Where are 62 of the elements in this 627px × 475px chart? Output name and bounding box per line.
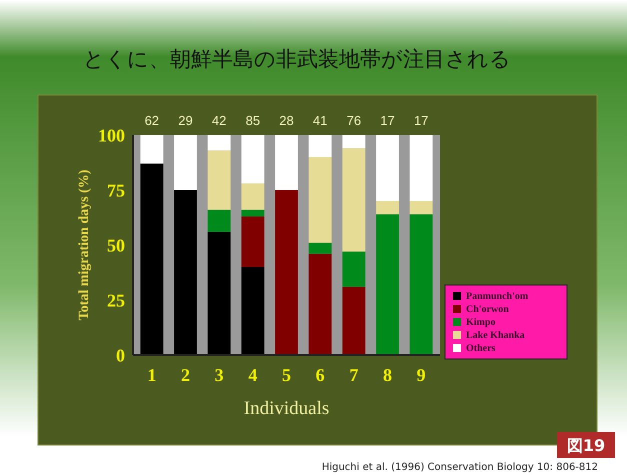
x-tick-label: 8 — [383, 365, 392, 385]
text: 29 — [178, 113, 193, 128]
bar — [410, 201, 433, 214]
bar — [342, 148, 366, 252]
bar — [241, 216, 264, 267]
bar — [376, 201, 399, 214]
text: 85 — [246, 113, 260, 128]
x-tick-label: 6 — [316, 365, 325, 385]
legend-label: Panmunch'om — [466, 291, 529, 302]
bar — [308, 157, 332, 243]
bar — [275, 135, 298, 190]
caption: 図19 — [566, 436, 606, 455]
x-tick-label: 9 — [416, 365, 426, 385]
chart-title: とくに、朝鮮半島の非武装地帯が注目される — [83, 47, 511, 71]
bar — [140, 135, 164, 164]
bar — [208, 135, 231, 150]
bar — [410, 214, 433, 355]
bar — [342, 286, 366, 355]
y-axis-title: Total migration days (%) — [77, 169, 92, 320]
legend-label: Ch'orwon — [466, 304, 510, 315]
legend-label: Lake Khanka — [466, 330, 525, 341]
text: 42 — [212, 113, 226, 128]
bar — [376, 135, 399, 201]
bar — [241, 210, 264, 216]
bar — [342, 252, 366, 287]
bar — [376, 214, 399, 355]
x-axis-title: Individuals — [244, 398, 330, 419]
x-tick-label: 4 — [248, 365, 258, 385]
legend-label: Others — [466, 343, 496, 354]
text: Higuchi et al. (1996) Conservation Biology 10: 806-812 — [322, 462, 598, 473]
x-tick-label: 7 — [349, 365, 358, 385]
text: 17 — [380, 113, 395, 128]
x-tick-label: 3 — [214, 365, 224, 385]
y-tick-label: 25 — [107, 290, 125, 310]
bar — [174, 190, 197, 355]
text: 62 — [144, 113, 160, 128]
bar — [241, 135, 264, 184]
text: 76 — [346, 113, 362, 128]
text: 17 — [414, 113, 428, 128]
text: 28 — [279, 113, 294, 128]
bar — [208, 210, 231, 232]
bar — [410, 135, 433, 201]
bar — [241, 267, 264, 355]
x-tick-label: 2 — [180, 365, 190, 385]
bar — [208, 232, 231, 355]
y-tick-label: 75 — [107, 180, 125, 200]
y-tick-label: 100 — [98, 125, 125, 146]
bar — [342, 135, 366, 148]
text: 41 — [312, 113, 328, 128]
legend-label: Kimpo — [466, 317, 496, 328]
bar — [208, 150, 231, 210]
bar — [275, 190, 298, 355]
y-tick-label: 0 — [116, 345, 125, 366]
y-tick-label: 50 — [107, 235, 125, 256]
bar — [241, 183, 264, 210]
bar — [174, 135, 197, 190]
bar — [308, 135, 332, 157]
x-tick-label: 5 — [282, 365, 291, 385]
x-tick-label: 1 — [147, 365, 156, 385]
bar — [140, 164, 164, 355]
bar — [308, 242, 332, 254]
bar — [308, 254, 332, 355]
